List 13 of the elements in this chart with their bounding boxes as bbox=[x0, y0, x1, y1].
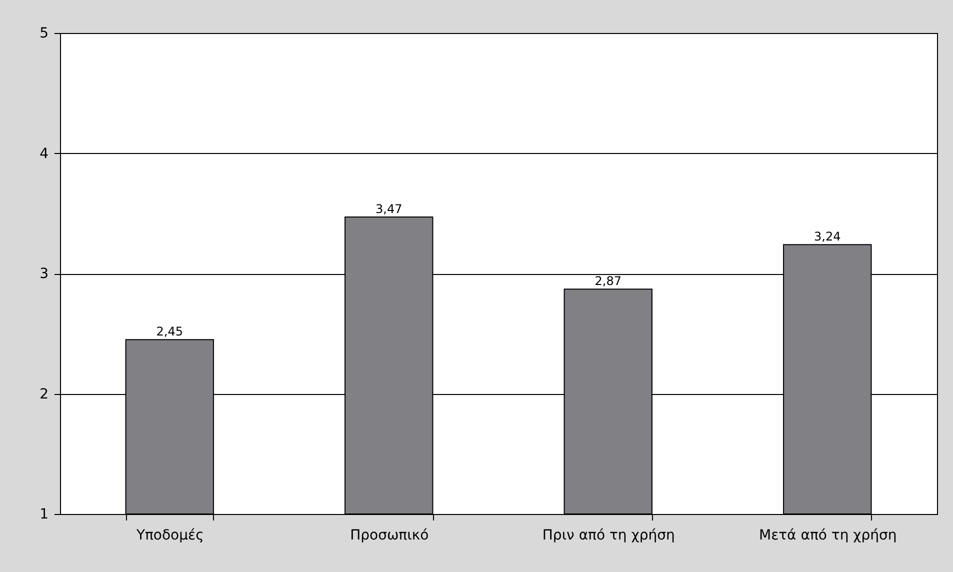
y-tick-label: 2 bbox=[40, 386, 48, 402]
data-label: 3,47 bbox=[376, 202, 402, 216]
x-tick-label: Μετά από τη χρήση bbox=[758, 528, 897, 544]
y-tick-label: 4 bbox=[40, 146, 49, 162]
data-label: 2,45 bbox=[156, 324, 183, 339]
x-tick-label: Υποδομές bbox=[135, 528, 204, 544]
x-tick-label: Πριν από τη χρήση bbox=[542, 528, 675, 544]
x-tick-label: Προσωπικό bbox=[350, 528, 429, 544]
data-label: 3,24 bbox=[814, 230, 841, 244]
y-tick-label: 5 bbox=[40, 26, 48, 42]
y-tick-label: 3 bbox=[40, 266, 48, 282]
y-tick-label: 1 bbox=[40, 506, 48, 522]
data-label: 2,87 bbox=[594, 274, 622, 288]
